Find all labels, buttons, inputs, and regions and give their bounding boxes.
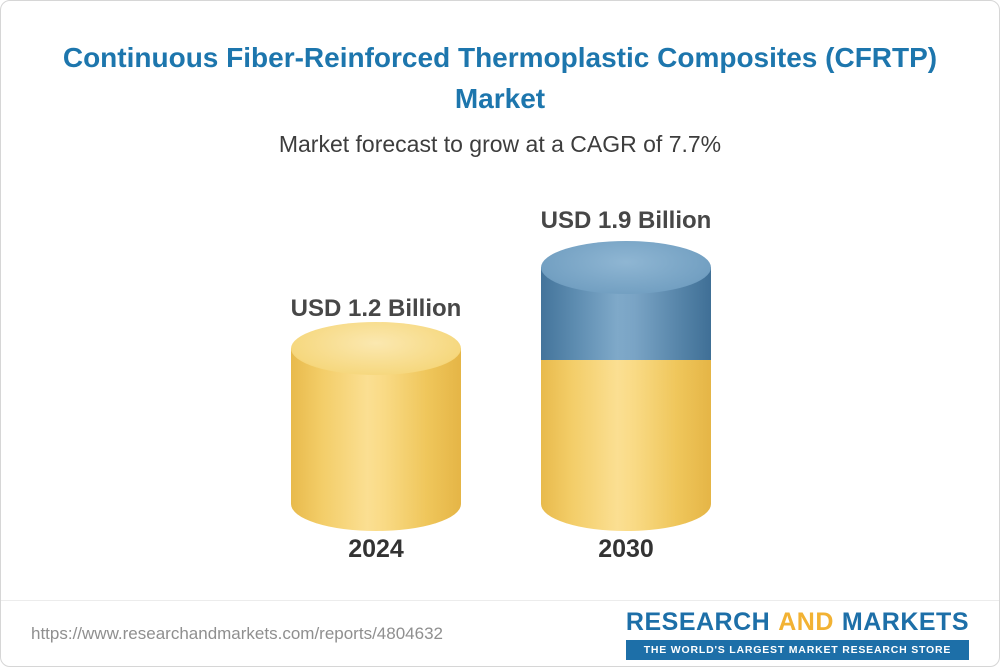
- page-title: Continuous Fiber-Reinforced Thermoplasti…: [1, 37, 999, 119]
- logo-word-markets: MARKETS: [841, 607, 969, 636]
- footer: https://www.researchandmarkets.com/repor…: [1, 600, 999, 666]
- bar-2030-cap: [541, 241, 711, 294]
- research-and-markets-logo: RESEARCH AND MARKETS THE WORLD'S LARGEST…: [625, 608, 969, 660]
- bar-2030: [541, 241, 711, 531]
- value-label-2024: USD 1.2 Billion: [290, 295, 462, 322]
- bar-2024: [291, 322, 461, 531]
- bar-2024-body: [291, 348, 461, 531]
- value-label-2030: USD 1.9 Billion: [540, 207, 712, 234]
- page-title-line2: Market: [454, 83, 546, 114]
- axis-label-2030: 2030: [598, 535, 654, 563]
- bar-2024-cap: [291, 322, 461, 375]
- logo-tagline: THE WORLD'S LARGEST MARKET RESEARCH STOR…: [625, 639, 969, 660]
- bar-2030-yellow-segment: [541, 359, 711, 531]
- logo-word-research: RESEARCH: [625, 607, 771, 636]
- page-title-line1: Continuous Fiber-Reinforced Thermoplasti…: [62, 42, 938, 73]
- axis-label-2024: 2024: [348, 535, 404, 563]
- logo-wordmark: RESEARCH AND MARKETS: [626, 608, 969, 637]
- report-url: https://www.researchandmarkets.com/repor…: [31, 623, 443, 643]
- chart-subtitle: Market forecast to grow at a CAGR of 7.7…: [278, 131, 722, 157]
- logo-word-and: AND: [778, 607, 834, 636]
